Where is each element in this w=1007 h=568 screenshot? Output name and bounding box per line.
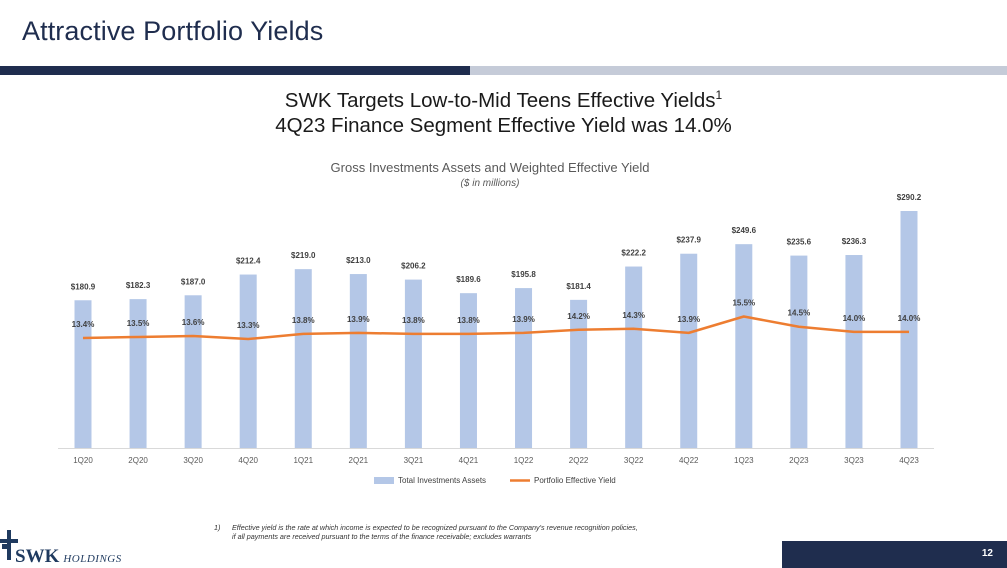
yield-label-1Q21: 13.8%: [292, 316, 315, 325]
x-tick-3Q22: 3Q22: [624, 456, 644, 465]
bar-2Q23: [790, 255, 808, 448]
bar-label-1Q23: $249.6: [732, 226, 757, 235]
bar-3Q20: [184, 295, 202, 448]
title-divider-dark: [0, 66, 470, 75]
title-divider-light: [470, 66, 1007, 75]
x-tick-4Q22: 4Q22: [679, 456, 699, 465]
bar-label-3Q23: $236.3: [842, 237, 867, 246]
slide-title: Attractive Portfolio Yields: [22, 16, 324, 46]
x-tick-2Q22: 2Q22: [569, 456, 589, 465]
bar-label-1Q21: $219.0: [291, 251, 316, 260]
x-tick-3Q23: 3Q23: [844, 456, 864, 465]
bar-3Q22: [625, 266, 643, 448]
page-number-box: 12: [782, 541, 1007, 568]
legend-bar-label: Total Investments Assets: [398, 476, 486, 485]
title-divider: [0, 66, 1007, 75]
bar-label-1Q22: $195.8: [511, 270, 536, 279]
headline-line1-text: SWK Targets Low-to-Mid Teens Effective Y…: [284, 88, 716, 112]
yield-label-4Q20: 13.3%: [237, 321, 260, 330]
x-tick-1Q20: 1Q20: [73, 456, 93, 465]
bar-label-3Q22: $222.2: [621, 249, 646, 258]
x-tick-2Q21: 2Q21: [349, 456, 369, 465]
footnote-number: 1): [214, 523, 221, 532]
logo-wordmark: SWK HOLDINGS: [15, 546, 122, 568]
yield-label-1Q23: 15.5%: [732, 299, 755, 308]
yield-label-2Q22: 14.2%: [567, 312, 590, 321]
yield-label-2Q21: 13.9%: [347, 315, 370, 324]
chart-subtitle: ($ in millions): [460, 178, 520, 189]
bar-label-4Q22: $237.9: [676, 236, 701, 245]
bar-label-2Q21: $213.0: [346, 256, 371, 265]
footnote-line2: if all payments are received pursuant to…: [232, 532, 532, 541]
yield-label-4Q22: 13.9%: [677, 315, 700, 324]
yield-label-2Q23: 14.5%: [788, 309, 811, 318]
yield-label-4Q21: 13.8%: [457, 316, 480, 325]
bar-3Q21: [404, 279, 422, 448]
bar-4Q20: [239, 274, 257, 448]
x-tick-1Q21: 1Q21: [293, 456, 313, 465]
bar-label-3Q21: $206.2: [401, 262, 426, 271]
yield-label-2Q20: 13.5%: [127, 319, 150, 328]
bar-label-4Q23: $290.2: [897, 193, 922, 202]
bar-1Q23: [735, 244, 753, 448]
bar-4Q23: [900, 211, 918, 448]
chart-title: Gross Investments Assets and Weighted Ef…: [330, 160, 650, 175]
legend-line-label: Portfolio Effective Yield: [534, 476, 616, 485]
yield-label-3Q22: 14.3%: [622, 311, 645, 320]
headline-line2: 4Q23 Finance Segment Effective Yield was…: [275, 114, 732, 137]
logo-name: SWK: [15, 546, 60, 567]
bar-label-1Q20: $180.9: [71, 282, 96, 291]
yield-label-1Q20: 13.4%: [72, 320, 95, 329]
x-tick-1Q23: 1Q23: [734, 456, 754, 465]
x-tick-2Q23: 2Q23: [789, 456, 809, 465]
footnote: 1) Effective yield is the rate at which i…: [214, 523, 638, 541]
x-tick-3Q21: 3Q21: [404, 456, 424, 465]
footnote-text1: Effective yield is the rate at which inc…: [232, 523, 638, 532]
bar-2Q22: [570, 299, 588, 448]
bar-label-3Q20: $187.0: [181, 277, 206, 286]
yield-label-1Q22: 13.9%: [512, 315, 535, 324]
logo-suffix: HOLDINGS: [63, 553, 122, 565]
bar-label-4Q21: $189.6: [456, 275, 481, 284]
bar-1Q21: [294, 269, 312, 448]
x-tick-1Q22: 1Q22: [514, 456, 534, 465]
headline-line1: SWK Targets Low-to-Mid Teens Effective Y…: [0, 88, 1007, 113]
x-tick-4Q23: 4Q23: [899, 456, 919, 465]
x-tick-4Q20: 4Q20: [238, 456, 258, 465]
bar-4Q22: [680, 253, 698, 448]
yield-label-3Q21: 13.8%: [402, 316, 425, 325]
bar-4Q21: [459, 293, 477, 448]
x-tick-2Q20: 2Q20: [128, 456, 148, 465]
legend-bar-swatch: [374, 477, 394, 484]
footnote-ref: 1: [715, 88, 723, 102]
page-number: 12: [981, 548, 993, 559]
yield-label-3Q23: 14.0%: [843, 314, 866, 323]
bar-2Q21: [349, 274, 367, 448]
bar-label-2Q23: $235.6: [787, 238, 812, 247]
bar-3Q23: [845, 255, 863, 448]
x-tick-4Q21: 4Q21: [459, 456, 479, 465]
x-tick-3Q20: 3Q20: [183, 456, 203, 465]
bar-1Q22: [515, 288, 533, 448]
yield-label-4Q23: 14.0%: [898, 314, 921, 323]
bar-label-2Q22: $181.4: [566, 282, 591, 291]
yield-label-3Q20: 13.6%: [182, 318, 205, 327]
footnote-line1: 1) Effective yield is the rate at which i…: [214, 523, 638, 532]
bar-label-2Q20: $182.3: [126, 281, 151, 290]
swk-logo-icon: [0, 530, 18, 560]
yield-line: [82, 315, 909, 341]
bar-label-4Q20: $212.4: [236, 257, 261, 266]
